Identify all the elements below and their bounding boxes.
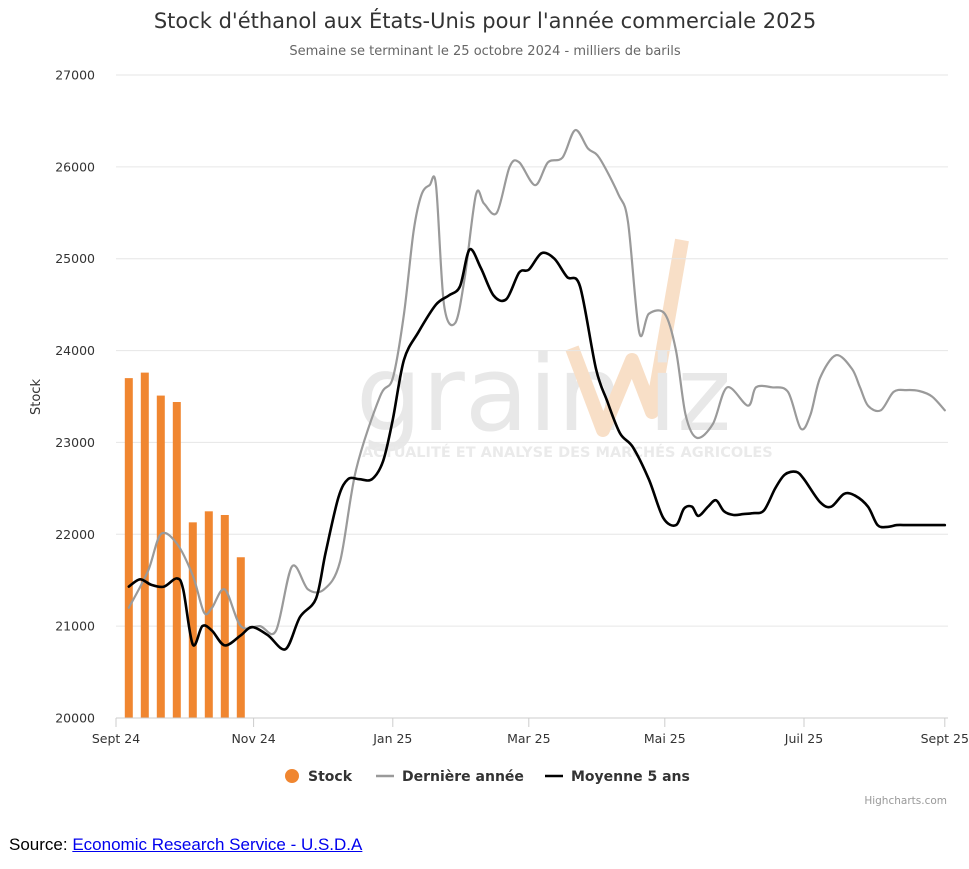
x-tick-label: Sept 24 xyxy=(92,731,140,746)
y-axis-labels: 20000 21000 22000 23000 24000 25000 26000 27000 xyxy=(55,68,95,726)
legend-item-stock[interactable]: Stock xyxy=(285,769,353,785)
stock-bar[interactable] xyxy=(220,514,229,718)
legend-stock-marker xyxy=(285,769,299,783)
stock-bar[interactable] xyxy=(156,395,165,718)
y-tick-label: 27000 xyxy=(55,68,95,83)
x-axis-ticks: Sept 24 Nov 24 Jan 25 Mar 25 Mai 25 Juil 25 Se… xyxy=(92,718,969,746)
series-lines xyxy=(127,129,947,651)
chart-legend: Stock Dernière année Moyenne 5 ans xyxy=(285,769,690,785)
stock-bar[interactable] xyxy=(172,402,181,718)
grainwiz-watermark: grain iz ACTUALITÉ ET ANALYSE DES MARCHÉ… xyxy=(356,238,773,461)
x-tick-label: Juil 25 xyxy=(784,731,823,746)
stock-bar[interactable] xyxy=(204,511,213,718)
y-tick-label: 23000 xyxy=(55,435,95,450)
x-tick-label: Nov 24 xyxy=(231,731,275,746)
five-year-average-line[interactable] xyxy=(127,247,947,651)
y-tick-label: 21000 xyxy=(55,619,95,634)
watermark-w-mark xyxy=(565,238,689,437)
legend-last-year-label: Dernière année xyxy=(402,769,524,785)
y-gridlines xyxy=(116,74,948,627)
x-tick-label: Jan 25 xyxy=(372,731,412,746)
stock-bars xyxy=(124,372,245,718)
y-tick-label: 20000 xyxy=(55,711,95,726)
source-label: Source: xyxy=(9,835,68,854)
chart-subtitle: Semaine se terminant le 25 octobre 2024 … xyxy=(289,44,681,59)
stock-bar[interactable] xyxy=(188,522,197,718)
highcharts-credits[interactable]: Highcharts.com xyxy=(864,795,947,807)
y-axis-title: Stock xyxy=(29,379,44,415)
watermark-tagline: ACTUALITÉ ET ANALYSE DES MARCHÉS AGRICOL… xyxy=(362,444,773,461)
stock-bar[interactable] xyxy=(140,372,149,718)
y-tick-label: 22000 xyxy=(55,527,95,542)
watermark-word-right: iz xyxy=(648,333,731,455)
x-tick-label: Mai 25 xyxy=(644,731,686,746)
y-tick-label: 24000 xyxy=(55,343,95,358)
x-tick-label: Sept 25 xyxy=(921,731,969,746)
last-year-line[interactable] xyxy=(127,129,946,636)
stock-bar[interactable] xyxy=(124,378,133,718)
x-tick-label: Mar 25 xyxy=(507,731,550,746)
chart-title: Stock d'éthanol aux États-Unis pour l'an… xyxy=(154,8,816,33)
legend-stock-label: Stock xyxy=(308,769,353,785)
legend-item-avg5[interactable]: Moyenne 5 ans xyxy=(545,769,690,785)
source-link[interactable]: Economic Research Service - U.S.D.A xyxy=(72,835,363,854)
legend-avg5-label: Moyenne 5 ans xyxy=(571,769,690,785)
source-line: Source: Economic Research Service - U.S.… xyxy=(9,835,362,855)
stock-bar[interactable] xyxy=(236,557,245,718)
legend-item-last-year[interactable]: Dernière année xyxy=(376,769,524,785)
y-tick-label: 26000 xyxy=(55,159,95,174)
y-tick-label: 25000 xyxy=(55,251,95,266)
ethanol-stock-chart: Stock d'éthanol aux États-Unis pour l'an… xyxy=(29,8,969,807)
